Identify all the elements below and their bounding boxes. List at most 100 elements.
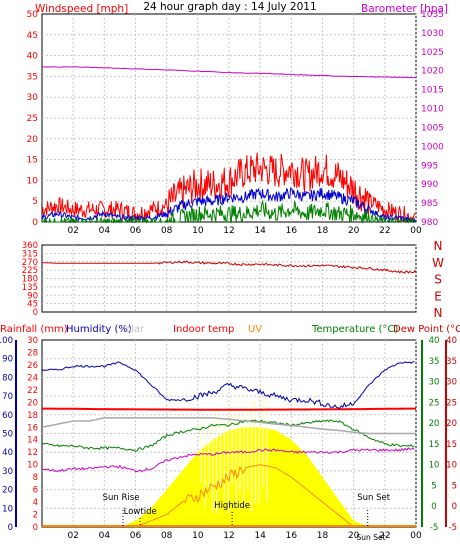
dew-point-tick-label: 15	[446, 440, 457, 450]
time-tick-label: 06	[130, 226, 142, 236]
rainfall-tick-label: 10	[2, 504, 13, 514]
humidity-tick-label: 22	[27, 386, 38, 396]
direction-tick-label: 45	[27, 300, 38, 310]
humidity-tick-label: 26	[27, 361, 38, 371]
time-tick-label: 20	[348, 531, 360, 541]
dew-point-tick-label: 25	[446, 398, 457, 408]
time-tick-label: 14	[254, 226, 266, 236]
barometer-tick-label: 995	[421, 161, 438, 171]
lowtide-label: Lowtide	[124, 507, 157, 517]
windspeed-tick-label: 15	[27, 156, 38, 166]
windspeed-axis-title: Windspeed [mph]	[35, 3, 128, 15]
dew-point-tick-label: 20	[446, 419, 457, 429]
windspeed-tick-label: 45	[27, 31, 38, 41]
direction-tick-label: 360	[22, 241, 38, 251]
time-tick-label: 08	[161, 226, 173, 236]
rainfall-tick-label: 60	[2, 411, 13, 421]
dew-point-tick-label: 30	[446, 378, 457, 388]
time-tick-label: 06	[130, 531, 142, 541]
humidity-tick-label: 4	[33, 498, 38, 508]
rainfall-tick-label: 30	[2, 467, 13, 477]
humidity-tick-label: 20	[27, 398, 38, 408]
humidity-tick-label: 12	[27, 448, 38, 458]
humidity-tick-label: 8	[33, 473, 38, 483]
direction-tick-label: 270	[22, 258, 38, 268]
dew-point-tick-label: 5	[452, 481, 457, 491]
rainfall-tick-label: 70	[2, 392, 13, 402]
dew-point-tick-label: 10	[446, 461, 457, 471]
barometer-tick-label: 1025	[421, 48, 444, 58]
rainfall-tick-label: 0	[8, 523, 13, 533]
humidity-tick-label: 28	[27, 348, 38, 358]
time-tick-label: 12	[223, 226, 234, 236]
time-tick-label: 00	[410, 226, 422, 236]
compass-label: S	[434, 273, 442, 287]
sunrise-label: Sun Rise	[103, 493, 140, 503]
sunset-label: Sun Set	[357, 493, 390, 503]
humidity-line	[41, 361, 415, 410]
solar-grey-line	[41, 417, 416, 435]
windspeed-tick-label: 10	[27, 176, 39, 186]
time-tick-label: 10	[192, 531, 204, 541]
rainfall-tick-label: 20	[2, 486, 13, 496]
rainfall-tick-label: 100	[0, 336, 13, 346]
time-tick-label: 16	[286, 226, 298, 236]
dew-point-axis-title: Dew Point (°C)	[393, 324, 460, 335]
compass-label: W	[432, 256, 444, 270]
wind-gust-line	[41, 152, 416, 224]
time-tick-label: 02	[67, 531, 78, 541]
rainfall-tick-label: 50	[2, 430, 13, 440]
windspeed-tick-label: 25	[27, 114, 38, 124]
time-tick-label: 04	[99, 531, 111, 541]
windspeed-tick-label: 20	[27, 135, 39, 145]
humidity-tick-label: 16	[27, 423, 38, 433]
temperature-tick-label: -5	[430, 523, 438, 533]
dew-point-tick-label: 35	[446, 357, 457, 367]
temperature-tick-label: 0	[431, 502, 436, 512]
time-tick-label: 22	[379, 226, 390, 236]
uv-line	[135, 464, 353, 528]
humidity-tick-label: 24	[27, 373, 38, 383]
temperature-line	[41, 419, 415, 452]
time-tick-label: 08	[161, 531, 173, 541]
barometer-axis-title: Barometer [hpa]	[361, 3, 448, 15]
time-tick-label: 12	[223, 531, 234, 541]
direction-tick-label: 225	[22, 266, 38, 276]
direction-tick-label: 180	[22, 275, 38, 285]
compass-label: N	[434, 306, 443, 320]
barometer-tick-label: 1035	[421, 10, 444, 20]
time-tick-label: 00	[410, 531, 422, 541]
temperature-tick-label: 35	[429, 357, 440, 367]
windspeed-tick-label: 30	[27, 93, 39, 103]
humidity-tick-label: 10	[27, 461, 38, 471]
barometer-tick-label: 990	[421, 180, 438, 190]
direction-tick-label: 90	[27, 291, 38, 301]
barometer-tick-label: 1005	[421, 123, 444, 133]
dew-point-tick-label: 40	[446, 336, 457, 346]
indoor-temp-title: Indoor temp	[173, 324, 234, 335]
barometer-tick-label: 985	[421, 199, 438, 209]
time-tick-label: 20	[348, 226, 360, 236]
sunset-axis-label: Sun Set	[357, 533, 386, 542]
compass-label: E	[434, 289, 442, 303]
solar-axis-title: olar	[125, 324, 145, 335]
windspeed-tick-label: 0	[32, 218, 38, 228]
rainfall-tick-label: 80	[2, 373, 13, 383]
humidity-tick-label: 14	[27, 436, 38, 446]
hightide-label: Hightide	[214, 501, 250, 511]
uv-title: UV	[248, 324, 262, 335]
temperature-tick-label: 25	[429, 398, 440, 408]
humidity-tick-label: 2	[33, 511, 38, 521]
temperature-tick-label: 15	[429, 440, 440, 450]
windspeed-tick-label: 40	[27, 52, 39, 62]
direction-tick-label: 315	[22, 249, 38, 259]
barometer-tick-label: 1020	[421, 67, 444, 77]
time-tick-label: 02	[67, 226, 78, 236]
temperature-tick-label: 20	[429, 419, 440, 429]
barometer-line	[41, 66, 416, 79]
indoor-temp-line	[42, 407, 416, 411]
rainfall-tick-label: 90	[2, 355, 13, 365]
direction-tick-label: 135	[22, 283, 38, 293]
windspeed-tick-label: 50	[27, 10, 39, 20]
